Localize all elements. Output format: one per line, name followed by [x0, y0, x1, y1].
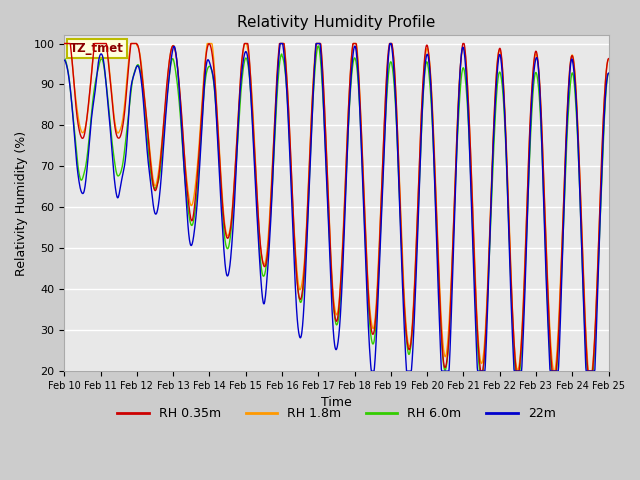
X-axis label: Time: Time	[321, 396, 352, 409]
Text: TZ_tmet: TZ_tmet	[70, 42, 124, 55]
Y-axis label: Relativity Humidity (%): Relativity Humidity (%)	[15, 131, 28, 276]
Legend: RH 0.35m, RH 1.8m, RH 6.0m, 22m: RH 0.35m, RH 1.8m, RH 6.0m, 22m	[112, 402, 561, 425]
Title: Relativity Humidity Profile: Relativity Humidity Profile	[237, 15, 436, 30]
